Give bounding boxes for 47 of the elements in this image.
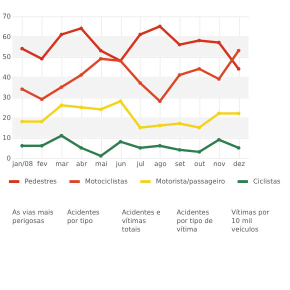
point: [60, 32, 64, 36]
point: [40, 57, 44, 61]
point: [40, 120, 44, 124]
point: [99, 48, 103, 52]
point: [178, 148, 182, 152]
point: [79, 73, 83, 77]
point: [158, 144, 162, 148]
point: [138, 126, 142, 130]
point: [197, 126, 202, 130]
point: [20, 46, 24, 50]
point: [99, 57, 103, 61]
point: [20, 87, 24, 91]
point: [197, 150, 202, 154]
point: [178, 42, 182, 46]
point: [79, 106, 83, 110]
point: [217, 40, 221, 44]
point: [217, 112, 221, 116]
point: [99, 108, 103, 112]
point: [138, 146, 142, 150]
point: [178, 122, 182, 126]
line-series: [20, 24, 240, 71]
point: [236, 67, 240, 71]
point: [197, 67, 202, 71]
point: [118, 100, 122, 104]
point: [60, 104, 64, 108]
point: [217, 77, 221, 81]
point: [20, 120, 24, 124]
point: [158, 24, 162, 28]
point: [60, 85, 64, 89]
point: [217, 138, 221, 142]
point: [79, 146, 83, 150]
point: [40, 144, 44, 148]
point: [236, 146, 240, 150]
point: [20, 144, 24, 148]
point: [138, 81, 142, 85]
point: [79, 26, 83, 30]
point: [158, 124, 162, 128]
line-series: [20, 48, 240, 104]
point: [178, 73, 182, 77]
point: [236, 48, 240, 52]
point: [60, 134, 64, 138]
point: [236, 112, 240, 116]
point: [197, 38, 202, 42]
point: [138, 32, 142, 36]
point: [118, 140, 122, 144]
point: [40, 97, 44, 102]
point: [99, 154, 103, 158]
